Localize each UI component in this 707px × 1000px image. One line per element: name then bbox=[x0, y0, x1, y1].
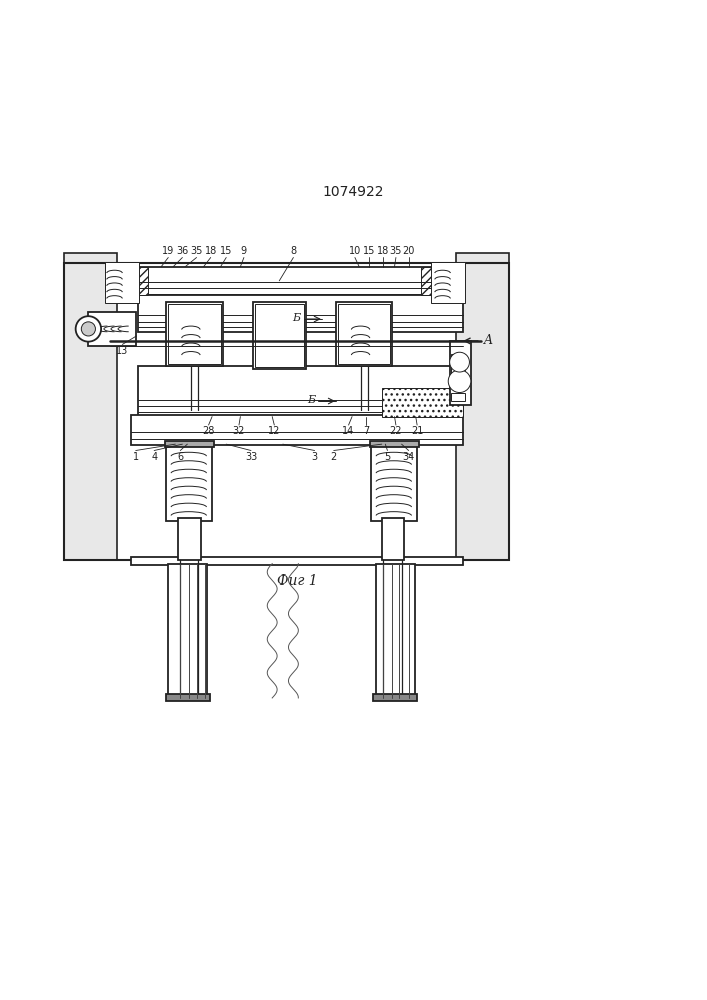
Bar bbox=[168, 304, 221, 364]
Bar bbox=[336, 302, 392, 366]
Text: 9: 9 bbox=[241, 246, 247, 256]
Text: 15: 15 bbox=[220, 246, 233, 256]
Bar bbox=[166, 694, 210, 701]
Bar bbox=[253, 302, 306, 369]
Bar bbox=[64, 263, 509, 560]
Bar bbox=[382, 388, 463, 417]
Bar bbox=[373, 694, 417, 701]
Bar bbox=[370, 441, 419, 447]
Bar bbox=[138, 295, 463, 332]
Bar bbox=[451, 354, 465, 363]
Text: 10: 10 bbox=[349, 246, 361, 256]
Bar bbox=[105, 262, 139, 303]
Bar bbox=[178, 518, 201, 560]
Text: 18: 18 bbox=[377, 246, 390, 256]
Text: 28: 28 bbox=[202, 426, 215, 436]
Text: 19: 19 bbox=[162, 246, 175, 256]
Text: Фиг 1: Фиг 1 bbox=[276, 574, 317, 588]
Bar bbox=[88, 312, 136, 346]
Text: 35: 35 bbox=[190, 246, 203, 256]
Text: 36: 36 bbox=[176, 246, 189, 256]
Bar bbox=[421, 267, 463, 295]
Text: 21: 21 bbox=[411, 426, 423, 436]
Text: 34: 34 bbox=[402, 452, 415, 462]
Bar bbox=[376, 564, 415, 698]
Bar bbox=[64, 253, 117, 560]
Text: 7: 7 bbox=[363, 426, 369, 436]
Circle shape bbox=[448, 370, 471, 393]
Text: 1074922: 1074922 bbox=[323, 185, 384, 199]
Text: 20: 20 bbox=[402, 246, 415, 256]
Text: 8: 8 bbox=[291, 246, 296, 256]
Text: 15: 15 bbox=[363, 246, 375, 256]
Bar bbox=[138, 366, 463, 417]
Bar bbox=[371, 443, 417, 521]
Bar bbox=[450, 341, 471, 405]
Bar bbox=[131, 557, 463, 565]
Circle shape bbox=[76, 316, 101, 342]
Bar bbox=[451, 380, 465, 388]
Text: 12: 12 bbox=[268, 426, 281, 436]
Circle shape bbox=[81, 322, 95, 336]
Text: 4: 4 bbox=[151, 452, 157, 462]
Bar bbox=[451, 367, 465, 376]
Text: A: A bbox=[484, 334, 493, 347]
Text: 22: 22 bbox=[390, 426, 402, 436]
Text: 6: 6 bbox=[177, 452, 183, 462]
Text: 2: 2 bbox=[331, 452, 337, 462]
Text: 18: 18 bbox=[204, 246, 217, 256]
Circle shape bbox=[450, 352, 469, 372]
Text: 1: 1 bbox=[133, 452, 139, 462]
Bar bbox=[131, 415, 463, 445]
Text: 5: 5 bbox=[385, 452, 390, 462]
Bar bbox=[451, 393, 465, 401]
Bar bbox=[166, 443, 212, 521]
Bar bbox=[431, 262, 465, 303]
Bar bbox=[168, 564, 207, 698]
Text: Б: Б bbox=[308, 395, 315, 405]
Text: 35: 35 bbox=[390, 246, 402, 256]
Bar bbox=[166, 302, 223, 366]
Bar bbox=[106, 267, 463, 295]
Text: 33: 33 bbox=[245, 452, 257, 462]
Text: 14: 14 bbox=[342, 426, 355, 436]
Text: Б: Б bbox=[293, 313, 300, 323]
Bar bbox=[255, 304, 304, 367]
Text: 32: 32 bbox=[233, 426, 245, 436]
Bar bbox=[382, 518, 404, 560]
Bar bbox=[338, 304, 390, 364]
Text: 13: 13 bbox=[116, 346, 129, 356]
Bar bbox=[165, 441, 214, 447]
Text: 3: 3 bbox=[312, 452, 317, 462]
Bar bbox=[106, 267, 148, 295]
Bar bbox=[456, 253, 509, 560]
